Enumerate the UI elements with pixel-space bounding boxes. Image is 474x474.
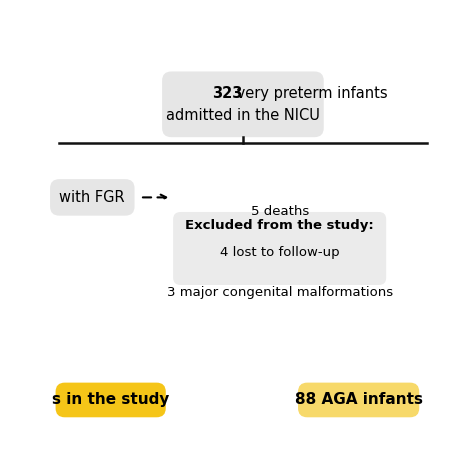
Text: 4 lost to follow-up: 4 lost to follow-up — [220, 246, 339, 259]
FancyBboxPatch shape — [50, 179, 135, 216]
Text: Excluded from the study:: Excluded from the study: — [185, 219, 374, 232]
Text: 323: 323 — [212, 86, 242, 100]
Text: very preterm infants: very preterm infants — [232, 86, 388, 100]
FancyBboxPatch shape — [162, 72, 324, 137]
FancyBboxPatch shape — [298, 383, 419, 417]
Text: 5 deaths: 5 deaths — [251, 206, 309, 219]
FancyBboxPatch shape — [55, 383, 166, 417]
FancyBboxPatch shape — [173, 212, 386, 285]
Text: 3 major congenital malformations: 3 major congenital malformations — [166, 286, 393, 299]
Text: 88 AGA infants: 88 AGA infants — [295, 392, 423, 408]
Text: with FGR: with FGR — [60, 190, 125, 205]
Text: s in the study: s in the study — [52, 392, 169, 408]
Text: admitted in the NICU: admitted in the NICU — [166, 108, 320, 123]
